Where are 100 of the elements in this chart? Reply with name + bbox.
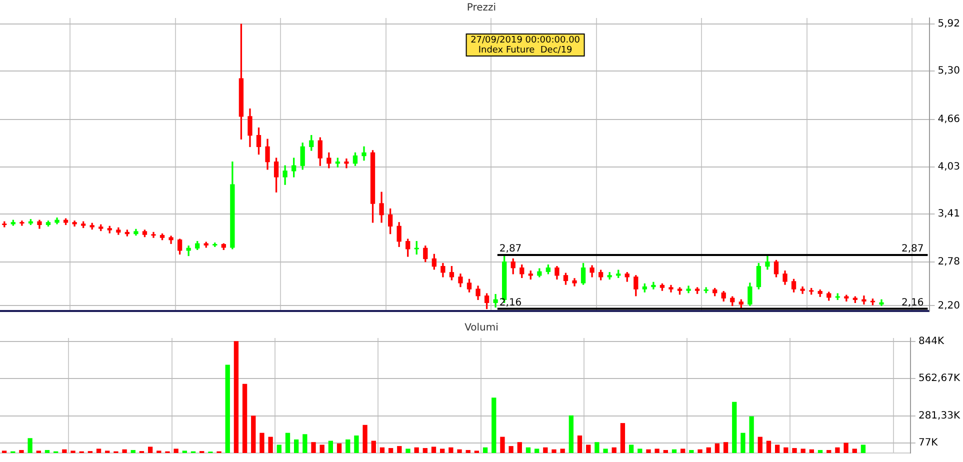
bar (96, 448, 102, 453)
bar (122, 449, 127, 453)
bar (680, 448, 686, 453)
bar (818, 450, 823, 453)
bar (251, 416, 256, 453)
bar (663, 450, 668, 453)
bar (809, 449, 814, 453)
bar (422, 448, 428, 453)
bar (534, 448, 540, 453)
annotation: Index Future Dec/19 (478, 45, 573, 56)
bar (431, 446, 436, 453)
bar (457, 449, 462, 453)
bar (826, 450, 832, 453)
bar (560, 448, 565, 453)
bar (320, 444, 324, 453)
bar (28, 438, 32, 453)
bar (852, 448, 857, 453)
bar (62, 449, 67, 453)
bar (732, 402, 737, 453)
bar (276, 444, 282, 453)
bar (844, 442, 848, 453)
bar (638, 448, 642, 453)
bar (552, 449, 556, 453)
y-tick-label: 2,20 (938, 300, 960, 312)
y-tick-label: 4,66 (938, 114, 960, 126)
bar (628, 444, 634, 453)
bar (620, 423, 626, 453)
bar (414, 447, 419, 453)
bar (689, 450, 694, 453)
bar (612, 447, 616, 453)
bar (774, 444, 780, 453)
bar (860, 444, 866, 453)
bar (672, 449, 677, 453)
bar (388, 448, 394, 453)
bar (19, 450, 24, 453)
y-tick-label: 77K (918, 437, 938, 448)
ref-line-label: 2,87 (499, 244, 522, 255)
bar (406, 448, 410, 453)
bar (646, 449, 651, 453)
chart-title: Prezzi (466, 2, 496, 14)
bar (714, 443, 720, 453)
y-tick-label: 4,03 (938, 162, 960, 173)
bar (362, 424, 368, 453)
bar (148, 446, 153, 453)
bar (740, 432, 746, 453)
bar (792, 448, 797, 453)
bar (482, 447, 488, 453)
y-tick-label: 2,78 (938, 256, 960, 268)
chart-title: Volumi (464, 322, 498, 334)
bar (354, 435, 359, 453)
bar (234, 341, 239, 453)
y-tick-label: 5,30 (938, 66, 960, 77)
bar (260, 432, 264, 453)
bar (285, 432, 290, 453)
bar (568, 415, 574, 453)
bar (603, 448, 608, 453)
bar (346, 439, 350, 453)
y-tick-label: 844K (918, 336, 945, 348)
bar (268, 436, 273, 453)
bar (294, 439, 299, 453)
bar (328, 440, 334, 453)
bar (174, 448, 178, 453)
bar (242, 384, 248, 453)
text: 2,16 (901, 297, 924, 308)
bar (577, 435, 582, 453)
bar (835, 447, 840, 453)
bar (698, 449, 702, 453)
y-tick-label: 5,92 (938, 18, 960, 30)
bar (517, 442, 522, 453)
bar (594, 442, 600, 453)
bar (543, 447, 548, 453)
bar (758, 436, 762, 453)
text: 2,87 (901, 244, 924, 255)
bar (800, 448, 806, 453)
bar (302, 434, 308, 453)
bar (448, 447, 454, 453)
bar (44, 450, 50, 453)
bar (749, 416, 754, 453)
y-tick-label: 3,41 (938, 208, 960, 220)
bar (492, 398, 496, 453)
bar (371, 440, 376, 453)
bar (311, 442, 316, 453)
annotation: 27/09/2019 00:00:00.00 (470, 35, 580, 46)
bar (723, 442, 728, 453)
bar (526, 447, 531, 453)
bar (500, 436, 505, 453)
bar (654, 448, 660, 453)
y-tick-label: 562,67K (918, 373, 960, 384)
bar (380, 447, 385, 453)
bar (130, 450, 136, 453)
bar (508, 446, 514, 453)
y-tick-label: 281,33K (918, 410, 960, 422)
ref-line-label: 2,16 (499, 297, 522, 308)
bar (706, 447, 711, 453)
bar (586, 444, 591, 453)
bar (397, 446, 402, 453)
bar (225, 364, 230, 453)
bar (336, 443, 342, 453)
bar (766, 440, 772, 453)
bar (440, 448, 445, 453)
